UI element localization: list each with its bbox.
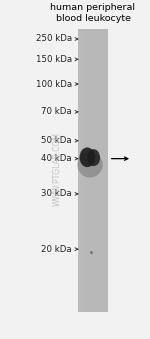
Text: 40 kDa: 40 kDa xyxy=(41,154,72,163)
Text: 20 kDa: 20 kDa xyxy=(41,245,72,254)
Text: human peripheral
blood leukocyte: human peripheral blood leukocyte xyxy=(51,3,135,23)
Ellipse shape xyxy=(87,149,100,166)
Ellipse shape xyxy=(77,152,103,178)
Text: 250 kDa: 250 kDa xyxy=(36,35,72,43)
Bar xyxy=(78,29,79,312)
Ellipse shape xyxy=(80,147,95,167)
Bar xyxy=(82,29,83,312)
Text: 100 kDa: 100 kDa xyxy=(36,80,72,88)
Text: WWW.PTGLAB.COM: WWW.PTGLAB.COM xyxy=(52,133,62,206)
Text: 150 kDa: 150 kDa xyxy=(36,55,72,64)
Bar xyxy=(80,29,82,312)
Bar xyxy=(83,29,84,312)
Text: 50 kDa: 50 kDa xyxy=(41,136,72,145)
Ellipse shape xyxy=(90,251,93,254)
Bar xyxy=(79,29,80,312)
Text: 70 kDa: 70 kDa xyxy=(41,107,72,116)
Bar xyxy=(78,29,108,312)
Text: 30 kDa: 30 kDa xyxy=(41,190,72,198)
